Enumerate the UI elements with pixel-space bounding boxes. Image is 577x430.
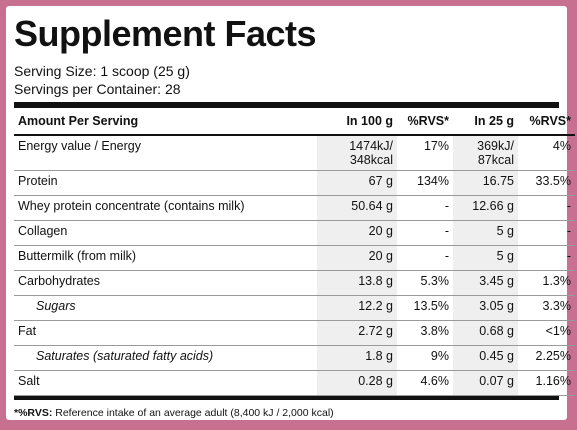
rvs-in-100g: 5.3% xyxy=(397,270,453,296)
value-in-100g: 1.8 g xyxy=(317,345,397,371)
table-row: Buttermilk (from milk) 20 g-5 g- xyxy=(14,245,575,271)
rvs-in-100g: 134% xyxy=(397,170,453,196)
footnote-text: Reference intake of an average adult (8,… xyxy=(52,407,334,419)
rvs-in-25g: 1.16% xyxy=(518,370,575,396)
nutrient-name: Protein xyxy=(14,170,317,196)
rvs-in-25g: - xyxy=(518,220,575,246)
rvs-in-25g: 33.5% xyxy=(518,170,575,196)
rvs-in-25g: <1% xyxy=(518,320,575,346)
value-in-100g: 2.72 g xyxy=(317,320,397,346)
value-in-25g: 0.07 g xyxy=(453,370,518,396)
table-row: Energy value / Energy 1474kJ/ 348kcal 17% 3… xyxy=(14,135,575,171)
footnote: *%RVS: Reference intake of an average ad… xyxy=(14,407,559,419)
nutrition-table: Amount Per Serving In 100 g %RVS* In 25 … xyxy=(14,108,575,396)
table-row: Salt 0.28 g 4.6% 0.07 g 1.16% xyxy=(14,370,575,396)
rvs-in-25g: - xyxy=(518,245,575,271)
value-in-25g: 369kJ/ 87kcal xyxy=(453,135,518,171)
rvs-in-25g: - xyxy=(518,195,575,221)
supplement-facts-panel: Supplement Facts Serving Size: 1 scoop (… xyxy=(6,6,575,420)
value-in-100g: 20 g xyxy=(317,220,397,246)
table-row: Carbohydrates 13.8 g 5.3% 3.45 g 1.3% xyxy=(14,270,575,296)
nutrient-name: Fat xyxy=(14,320,317,346)
table-row: Collagen 20 g-5 g- xyxy=(14,220,575,246)
header-rvs-100g: %RVS* xyxy=(397,108,453,136)
rvs-in-100g: - xyxy=(397,220,453,246)
table-row: Saturates (saturated fatty acids) 1.8 g 9%… xyxy=(14,345,575,371)
value-in-100g: 50.64 g xyxy=(317,195,397,221)
value-in-25g: 3.05 g xyxy=(453,295,518,321)
value-in-100g: 67 g xyxy=(317,170,397,196)
nutrient-name: Salt xyxy=(14,370,317,396)
nutrient-name: Collagen xyxy=(14,220,317,246)
thick-divider xyxy=(14,102,559,108)
value-in-25g: 5 g xyxy=(453,245,518,271)
table-row: Sugars 12.2 g 13.5% 3.05 g 3.3% xyxy=(14,295,575,321)
rvs-in-100g: 17% xyxy=(397,135,453,171)
value-in-100g: 1474kJ/ 348kcal xyxy=(317,135,397,171)
header-in-100g: In 100 g xyxy=(317,108,397,136)
value-in-100g: 0.28 g xyxy=(317,370,397,396)
rvs-in-100g: - xyxy=(397,245,453,271)
page-title: Supplement Facts xyxy=(14,13,317,54)
rvs-in-100g: 3.8% xyxy=(397,320,453,346)
nutrient-name: Sugars xyxy=(14,295,317,321)
table-row: Protein 67 g 134% 16.75 33.5% xyxy=(14,170,575,196)
table-header-row: Amount Per Serving In 100 g %RVS* In 25 … xyxy=(14,108,575,136)
servings-per-container: Servings per Container: 28 xyxy=(14,81,181,97)
value-in-25g: 12.66 g xyxy=(453,195,518,221)
table-row: Whey protein concentrate (contains milk)… xyxy=(14,195,575,221)
serving-size: Serving Size: 1 scoop (25 g) xyxy=(14,63,190,79)
header-rvs-25g: %RVS* xyxy=(518,108,575,136)
table-row: Fat 2.72 g 3.8% 0.68 g <1% xyxy=(14,320,575,346)
nutrient-name: Whey protein concentrate (contains milk) xyxy=(14,195,317,221)
nutrient-name: Energy value / Energy xyxy=(14,135,317,171)
rvs-in-100g: 4.6% xyxy=(397,370,453,396)
value-in-25g: 0.45 g xyxy=(453,345,518,371)
rvs-in-25g: 4% xyxy=(518,135,575,171)
value-in-25g: 5 g xyxy=(453,220,518,246)
header-in-25g: In 25 g xyxy=(453,108,518,136)
bottom-divider xyxy=(14,396,559,400)
value-in-100g: 20 g xyxy=(317,245,397,271)
header-amount: Amount Per Serving xyxy=(14,108,317,136)
rvs-in-25g: 3.3% xyxy=(518,295,575,321)
footnote-label: *%RVS: xyxy=(14,407,53,419)
rvs-in-100g: - xyxy=(397,195,453,221)
rvs-in-100g: 9% xyxy=(397,345,453,371)
rvs-in-25g: 1.3% xyxy=(518,270,575,296)
value-in-25g: 3.45 g xyxy=(453,270,518,296)
nutrient-name: Buttermilk (from milk) xyxy=(14,245,317,271)
nutrient-name: Saturates (saturated fatty acids) xyxy=(14,345,317,371)
value-in-25g: 0.68 g xyxy=(453,320,518,346)
nutrient-name: Carbohydrates xyxy=(14,270,317,296)
rvs-in-100g: 13.5% xyxy=(397,295,453,321)
value-in-100g: 13.8 g xyxy=(317,270,397,296)
value-in-25g: 16.75 xyxy=(453,170,518,196)
value-in-100g: 12.2 g xyxy=(317,295,397,321)
rvs-in-25g: 2.25% xyxy=(518,345,575,371)
